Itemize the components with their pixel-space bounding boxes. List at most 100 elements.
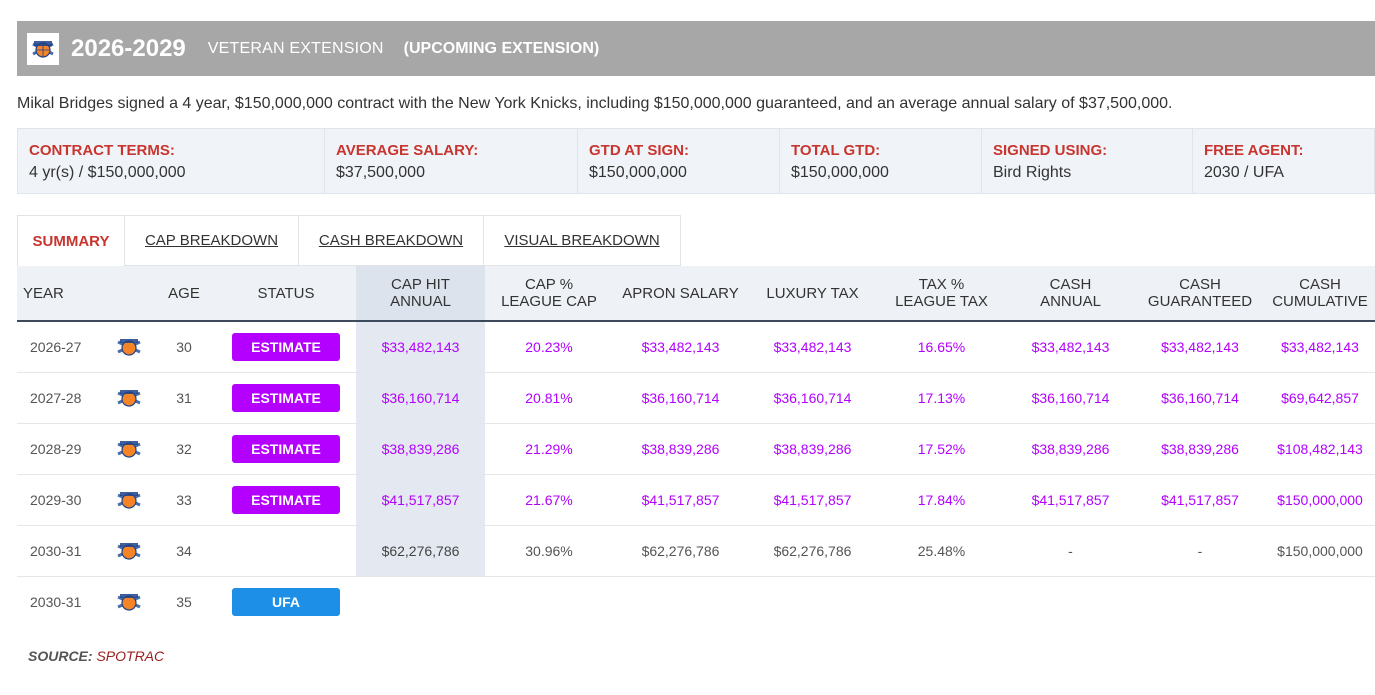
cell-luxury-tax: $41,517,857 bbox=[773, 491, 852, 508]
cell-cash-guaranteed: $38,839,286 bbox=[1161, 440, 1239, 457]
cell-cap-hit: $33,482,143 bbox=[356, 321, 485, 372]
cell-cap-hit: $36,160,714 bbox=[356, 372, 485, 423]
cell-apron-salary: $33,482,143 bbox=[641, 338, 720, 355]
cell-year: 2030-31 bbox=[30, 542, 82, 559]
table-row: 2026-27 30 ESTIMATE $33,482,143 20.23% $… bbox=[17, 321, 1375, 372]
cell-age: 33 bbox=[176, 491, 192, 508]
cell-cap-hit: $41,517,857 bbox=[356, 474, 485, 525]
cell-cash-annual: $38,839,286 bbox=[1031, 440, 1110, 457]
term-average-salary: AVERAGE SALARY: $37,500,000 bbox=[325, 129, 578, 193]
cell-age: 34 bbox=[176, 542, 192, 559]
cell-status bbox=[216, 525, 356, 576]
cell-cap-pct: 21.29% bbox=[525, 440, 573, 457]
cell-cash-annual: - bbox=[1068, 542, 1073, 559]
cell-cash-cumulative: $33,482,143 bbox=[1281, 338, 1359, 355]
cell-luxury-tax: $38,839,286 bbox=[773, 440, 852, 457]
status-badge[interactable]: ESTIMATE bbox=[232, 434, 340, 463]
cell-cap-hit: $38,839,286 bbox=[356, 423, 485, 474]
status-badge[interactable]: UFA bbox=[232, 587, 340, 616]
term-label: CONTRACT TERMS: bbox=[29, 142, 175, 159]
term-label: GTD AT SIGN: bbox=[589, 142, 689, 159]
col-cap-pct-line1: CAP % bbox=[524, 276, 574, 293]
col-tax-pct-line2: LEAGUE TAX bbox=[895, 293, 988, 310]
cell-cash-annual: $41,517,857 bbox=[1031, 491, 1110, 508]
term-value: $150,000,000 bbox=[589, 164, 687, 181]
cell-cash-guaranteed: - bbox=[1197, 542, 1203, 559]
cell-tax-pct: 17.13% bbox=[917, 389, 966, 406]
term-label: TOTAL GTD: bbox=[791, 142, 881, 159]
source-link[interactable]: SPOTRAC bbox=[96, 648, 165, 664]
col-cash-annual-line1: CASH bbox=[1049, 276, 1092, 293]
table-row: 2029-30 33 ESTIMATE $41,517,857 21.67% $… bbox=[17, 474, 1375, 525]
contract-terms: CONTRACT TERMS: 4 yr(s) / $150,000,000 A… bbox=[17, 128, 1375, 194]
col-apron-salary[interactable]: APRON SALARY bbox=[613, 266, 748, 322]
status-badge[interactable]: ESTIMATE bbox=[232, 332, 340, 361]
term-free-agent: FREE AGENT: 2030 / UFA bbox=[1193, 129, 1374, 193]
contract-header: 2026-2029 VETERAN EXTENSION (UPCOMING EX… bbox=[17, 21, 1375, 76]
cell-luxury-tax: $36,160,714 bbox=[773, 389, 852, 406]
cell-apron-salary: $36,160,714 bbox=[641, 389, 720, 406]
cell-status: ESTIMATE bbox=[216, 321, 356, 372]
cell-year: 2028-29 bbox=[30, 440, 82, 457]
cell-tax-pct: 17.84% bbox=[917, 491, 966, 508]
cell-age: 35 bbox=[176, 593, 192, 610]
cell-status: ESTIMATE bbox=[216, 423, 356, 474]
cell-cash-annual: $36,160,714 bbox=[1031, 389, 1110, 406]
source-label: SOURCE: bbox=[28, 648, 93, 664]
tab-summary[interactable]: SUMMARY bbox=[18, 216, 125, 266]
table-row: 2027-28 31 ESTIMATE $36,160,714 20.81% $… bbox=[17, 372, 1375, 423]
col-luxury-tax[interactable]: LUXURY TAX bbox=[748, 266, 877, 322]
cell-cap-pct: 30.96% bbox=[525, 542, 573, 559]
cell-year: 2027-28 bbox=[30, 389, 82, 406]
col-cash-cumulative-line2: CUMULATIVE bbox=[1272, 293, 1368, 310]
cell-age: 30 bbox=[176, 338, 192, 355]
col-age[interactable]: AGE bbox=[152, 266, 216, 322]
col-tax-pct-line1: TAX % bbox=[918, 276, 965, 293]
col-status[interactable]: STATUS bbox=[216, 266, 356, 322]
contract-type: VETERAN EXTENSION bbox=[207, 39, 384, 57]
cell-age: 32 bbox=[176, 440, 192, 457]
cell-tax-pct: 17.52% bbox=[917, 440, 966, 457]
contract-table: YEAR AGE STATUS CAP HIT ANNUAL CAP % LEAGU… bbox=[17, 266, 1375, 627]
col-cash-cumulative[interactable]: CASH CUMULATIVE bbox=[1265, 266, 1375, 322]
cell-cap-pct: 20.23% bbox=[525, 338, 573, 355]
cell-cash-guaranteed: $33,482,143 bbox=[1161, 338, 1239, 355]
col-cap-hit-line1: CAP HIT bbox=[391, 276, 450, 293]
cell-year: 2029-30 bbox=[30, 491, 82, 508]
contract-note: (UPCOMING EXTENSION) bbox=[403, 39, 600, 57]
tab-cash-breakdown[interactable]: CASH BREAKDOWN bbox=[299, 216, 484, 266]
cell-apron-salary: $62,276,786 bbox=[641, 542, 720, 559]
empty-cells bbox=[356, 576, 1375, 627]
knicks-logo-icon bbox=[105, 372, 152, 423]
col-cash-guaranteed-line2: GUARANTEED bbox=[1147, 293, 1253, 310]
knicks-logo-icon bbox=[105, 423, 152, 474]
col-cap-hit-line2: ANNUAL bbox=[390, 293, 451, 310]
tab-cap-breakdown[interactable]: CAP BREAKDOWN bbox=[125, 216, 299, 266]
cell-status: UFA bbox=[216, 576, 356, 627]
col-cash-annual[interactable]: CASH ANNUAL bbox=[1006, 266, 1135, 322]
term-value: $150,000,000 bbox=[791, 164, 889, 181]
knicks-logo-icon bbox=[27, 32, 59, 65]
cell-cap-pct: 21.67% bbox=[525, 491, 573, 508]
col-cap-hit[interactable]: CAP HIT ANNUAL bbox=[356, 266, 485, 322]
term-label: FREE AGENT: bbox=[1204, 142, 1304, 159]
col-tax-pct[interactable]: TAX % LEAGUE TAX bbox=[877, 266, 1006, 322]
term-value: 4 yr(s) / $150,000,000 bbox=[29, 164, 186, 181]
col-cash-guaranteed[interactable]: CASH GUARANTEED bbox=[1135, 266, 1265, 322]
term-contract-terms: CONTRACT TERMS: 4 yr(s) / $150,000,000 bbox=[18, 129, 325, 193]
tab-visual-breakdown[interactable]: VISUAL BREAKDOWN bbox=[484, 216, 680, 266]
cell-cap-pct: 20.81% bbox=[525, 389, 573, 406]
cell-status: ESTIMATE bbox=[216, 474, 356, 525]
col-cap-pct[interactable]: CAP % LEAGUE CAP bbox=[485, 266, 613, 322]
cell-luxury-tax: $33,482,143 bbox=[773, 338, 852, 355]
table-row: 2028-29 32 ESTIMATE $38,839,286 21.29% $… bbox=[17, 423, 1375, 474]
status-badge[interactable]: ESTIMATE bbox=[232, 485, 340, 514]
status-badge[interactable]: ESTIMATE bbox=[232, 383, 340, 412]
breakdown-tabs: SUMMARY CAP BREAKDOWN CASH BREAKDOWN VIS… bbox=[17, 215, 681, 266]
term-label: SIGNED USING: bbox=[993, 142, 1108, 159]
col-cash-cumulative-line1: CASH bbox=[1299, 276, 1341, 293]
table-header-row: YEAR AGE STATUS CAP HIT ANNUAL CAP % LEAGU… bbox=[17, 266, 1375, 322]
col-year[interactable]: YEAR bbox=[17, 266, 105, 322]
knicks-logo-icon bbox=[105, 474, 152, 525]
cell-age: 31 bbox=[176, 389, 192, 406]
